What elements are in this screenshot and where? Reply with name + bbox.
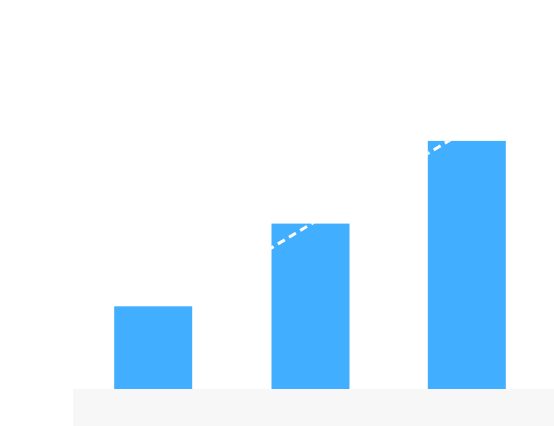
- x-axis-band: [73, 389, 554, 426]
- bar-1: [114, 306, 193, 389]
- bar-3: [427, 140, 506, 389]
- bar-2: [271, 223, 350, 389]
- bars-layer: [114, 140, 506, 389]
